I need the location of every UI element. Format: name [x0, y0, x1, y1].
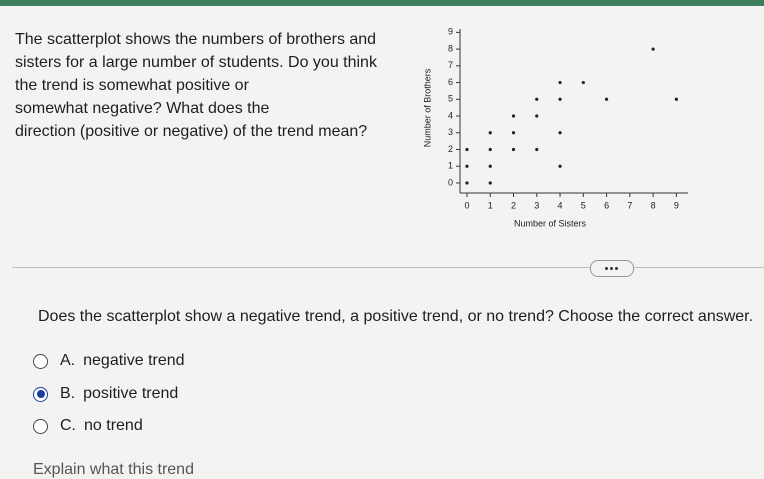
prompt: Does the scatterplot show a negative tre…	[38, 308, 754, 325]
point	[604, 97, 609, 101]
option-text: negative trend	[83, 352, 185, 369]
point	[535, 97, 539, 101]
point	[558, 97, 562, 101]
point	[465, 147, 469, 152]
y-tick-label: 5	[448, 94, 453, 104]
scatterplot: Number of Sisters Number of Brothers 0 1 2…	[422, 27, 688, 228]
y-tick-label: 4	[448, 110, 453, 120]
option[interactable]: B. positive trend	[33, 385, 178, 403]
x-tick-label: 4	[558, 200, 563, 210]
explain-text: Explain what this trend	[33, 461, 194, 478]
option[interactable]: C. no trend	[33, 417, 143, 435]
point	[488, 131, 492, 135]
point	[488, 147, 492, 152]
radio-button[interactable]	[33, 386, 48, 402]
x-tick-label: 3	[534, 200, 539, 210]
y-tick-label: 7	[448, 60, 453, 70]
y-tick-label: 3	[448, 127, 453, 137]
point	[488, 181, 492, 185]
point	[511, 147, 516, 152]
point	[651, 47, 655, 51]
option[interactable]: A. negative trend	[33, 352, 185, 370]
question-line: The scatterplot shows the numbers of bro…	[15, 31, 377, 48]
top-bar	[0, 0, 764, 6]
x-tick-label: 8	[651, 200, 656, 210]
point	[558, 164, 562, 168]
y-tick-label: 6	[448, 77, 453, 87]
point	[674, 97, 678, 101]
option-letter: C.	[60, 417, 76, 434]
y-axis-title: Number of Brothers	[422, 68, 432, 147]
point	[488, 164, 492, 168]
option-letter: A.	[60, 352, 76, 369]
radio-button[interactable]	[33, 418, 48, 434]
point	[511, 114, 516, 118]
x-tick-label: 1	[488, 200, 493, 210]
x-tick-label: 6	[604, 200, 609, 210]
option-letter: B.	[60, 385, 76, 402]
x-tick-label: 5	[581, 200, 586, 210]
question-line: sisters for a large number of students. …	[15, 54, 377, 71]
x-axis-title: Number of Sisters	[514, 218, 587, 228]
y-tick-label: 2	[448, 144, 453, 154]
point	[465, 164, 469, 168]
point	[581, 80, 585, 85]
question-line: the trend is somewhat positive or	[15, 77, 249, 94]
divider	[12, 267, 764, 268]
y-tick-label: 9	[448, 27, 453, 37]
option-text: no trend	[84, 417, 143, 434]
expand-button[interactable]	[590, 260, 634, 277]
x-tick-label: 0	[464, 200, 469, 210]
x-tick-label: 2	[511, 200, 516, 210]
point	[558, 80, 562, 85]
question: The scatterplot shows the numbers of bro…	[15, 28, 377, 143]
point	[558, 131, 562, 135]
question-line: somewhat negative? What does the	[15, 100, 270, 117]
y-tick-label: 1	[448, 161, 453, 171]
x-tick-label: 9	[674, 200, 679, 210]
point	[465, 181, 469, 185]
radio-button[interactable]	[33, 353, 48, 369]
question-line: direction (positive or negative) of the …	[15, 123, 368, 140]
point	[535, 147, 539, 152]
option-text: positive trend	[83, 385, 179, 402]
y-tick-label: 0	[448, 177, 453, 187]
point	[535, 114, 539, 118]
y-tick-label: 8	[448, 43, 453, 53]
point	[511, 131, 516, 135]
x-tick-label: 7	[627, 200, 632, 210]
